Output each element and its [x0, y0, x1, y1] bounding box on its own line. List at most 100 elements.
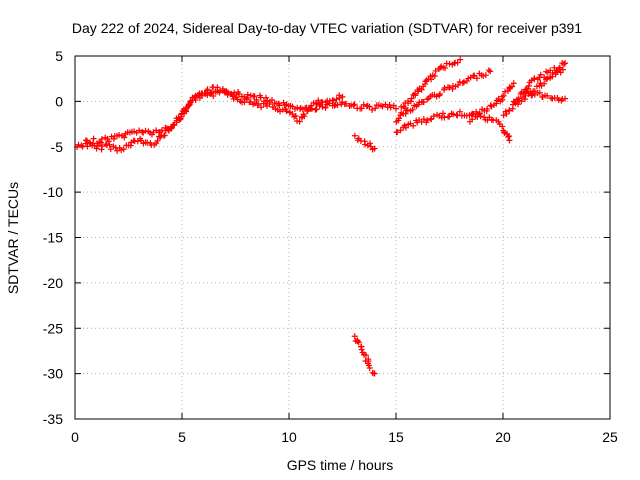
- data-point-main-upper: [225, 89, 232, 96]
- data-points: [74, 56, 569, 377]
- data-point-main-upper: [173, 119, 180, 126]
- data-point-deep-dip: [363, 352, 370, 359]
- data-point-arc-d: [476, 110, 483, 117]
- data-point-arc-f: [537, 71, 544, 78]
- data-point-arc-e: [506, 107, 513, 114]
- data-point-main: [99, 143, 106, 150]
- data-point-arc-b: [487, 68, 494, 75]
- data-point-arc-a: [415, 88, 422, 95]
- data-point-arc-e: [541, 80, 548, 87]
- y-tick-label: -15: [43, 230, 63, 246]
- data-point-main-upper: [253, 96, 260, 103]
- data-point-main-upper: [303, 104, 310, 111]
- data-point-main: [154, 137, 161, 144]
- data-point-main: [258, 104, 265, 111]
- data-point-main-upper: [121, 134, 128, 141]
- data-point-main-upper: [212, 88, 219, 95]
- grid-lines: [75, 56, 610, 419]
- y-tick-label: -20: [43, 275, 63, 291]
- data-point-arc-f: [549, 70, 556, 77]
- data-point-arc-c: [456, 108, 463, 115]
- data-point-arc-g: [562, 95, 569, 102]
- data-point-arc-c: [402, 124, 409, 131]
- y-tick-label: -35: [43, 411, 63, 427]
- data-point-arc-e: [500, 112, 507, 119]
- x-tick-label: 20: [495, 429, 511, 445]
- data-point-main: [334, 101, 341, 108]
- data-point-segment-13-14: [351, 132, 358, 139]
- data-point-main-upper: [313, 101, 320, 108]
- data-point-arc-e: [518, 98, 525, 105]
- data-point-main-upper: [181, 110, 188, 117]
- data-point-arc-b: [446, 84, 453, 91]
- data-point-main-upper: [158, 127, 165, 134]
- data-point-main: [296, 118, 303, 125]
- data-point-arc-a: [432, 67, 439, 74]
- data-point-main-upper: [339, 93, 346, 100]
- data-point-main-upper: [244, 91, 251, 98]
- data-point-main-upper: [333, 96, 340, 103]
- data-point-arc-a: [412, 92, 419, 99]
- data-point-main: [75, 141, 82, 148]
- data-point-main-upper: [82, 137, 89, 144]
- data-point-main-upper: [257, 94, 264, 101]
- data-point-arc-e: [515, 101, 522, 108]
- data-point-main-upper: [207, 89, 214, 96]
- x-tick-label: 5: [178, 429, 186, 445]
- data-point-main: [84, 143, 91, 150]
- data-point-arc-d: [508, 83, 515, 90]
- data-point-main: [301, 113, 308, 120]
- data-point-arc-c: [430, 113, 437, 120]
- data-point-main-upper: [251, 93, 258, 100]
- data-point-arc-c: [506, 137, 513, 144]
- data-point-arc-c: [499, 123, 506, 130]
- data-point-main: [360, 101, 367, 108]
- y-axis-label: SDTVAR / TECUs: [5, 182, 21, 294]
- data-point-main-upper: [262, 94, 269, 101]
- data-point-arc-a: [451, 60, 458, 67]
- data-point-main-upper: [330, 97, 337, 104]
- data-point-arc-b: [485, 67, 492, 74]
- data-point-deep-dip: [354, 338, 361, 345]
- data-point-arc-a: [428, 76, 435, 83]
- data-point-arc-d: [469, 116, 476, 123]
- data-point-main-upper: [192, 96, 199, 103]
- y-tick-label: 5: [55, 48, 63, 64]
- data-point-arc-e: [559, 66, 566, 73]
- data-point-arc-a: [422, 78, 429, 85]
- data-point-main: [210, 93, 217, 100]
- data-point-arc-b: [459, 80, 466, 87]
- data-point-arc-f: [515, 95, 522, 102]
- data-point-main-upper: [90, 135, 97, 142]
- data-point-main: [283, 108, 290, 115]
- data-point-main: [393, 105, 399, 112]
- data-point-main: [107, 146, 114, 153]
- data-point-main: [292, 112, 299, 119]
- data-point-arc-a: [457, 56, 464, 63]
- data-point-segment-13-14: [366, 140, 373, 147]
- data-point-arc-g: [536, 89, 543, 96]
- data-point-main: [102, 141, 109, 148]
- data-point-arc-b: [455, 81, 462, 88]
- data-point-main-upper: [139, 128, 146, 135]
- data-point-main-upper: [204, 86, 211, 93]
- data-point-arc-b: [473, 75, 480, 82]
- data-point-main: [255, 100, 262, 107]
- data-point-arc-e: [503, 110, 510, 117]
- data-point-arc-c: [410, 122, 417, 129]
- data-point-main-upper: [336, 94, 343, 101]
- axis-ticks: 0 5 10 15 20 25 5 0 -5 -10 -15 -20 -25 -30 -35: [43, 48, 618, 445]
- data-point-arc-f: [541, 74, 548, 81]
- y-tick-label: -30: [43, 366, 63, 382]
- data-point-arc-b: [402, 110, 409, 117]
- data-point-arc-c: [439, 110, 446, 117]
- data-point-main: [331, 102, 338, 109]
- data-point-arc-a: [454, 59, 461, 66]
- data-point-main: [93, 145, 100, 152]
- data-point-deep-dip: [366, 364, 373, 371]
- data-point-main: [358, 105, 365, 112]
- data-point-arc-f: [560, 60, 567, 67]
- data-point-main-upper: [241, 93, 248, 100]
- data-point-main-upper: [136, 127, 143, 134]
- data-point-arc-f: [562, 60, 569, 67]
